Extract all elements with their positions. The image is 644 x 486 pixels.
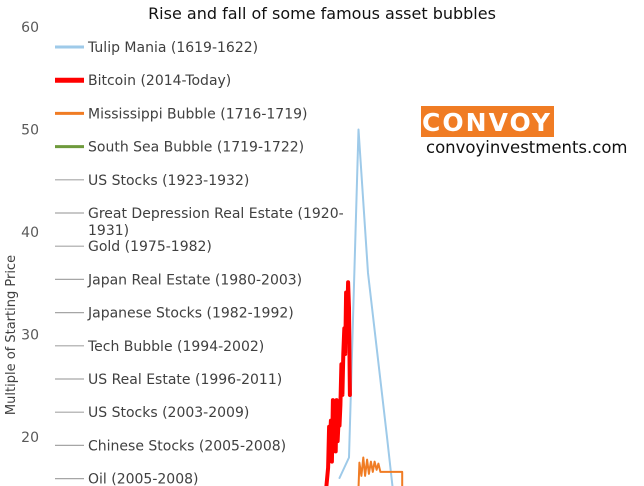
brand-url: convoyinvestments.com	[426, 138, 628, 157]
legend-label: Tulip Mania (1619-1622)	[87, 40, 258, 56]
brand-name: CONVOY	[422, 108, 552, 137]
series-layer	[324, 128, 404, 486]
legend-label: US Real Estate (1996-2011)	[88, 372, 282, 388]
legend-label: Great Depression Real Estate (1920-1931)	[88, 206, 344, 239]
y-tick-label: 60	[21, 20, 39, 36]
legend-label: Japan Real Estate (1980-2003)	[87, 272, 302, 288]
legend: Tulip Mania (1619-1622) Bitcoin (2014-Tod…	[55, 40, 344, 486]
legend-label: US Stocks (1923-1932)	[88, 173, 249, 189]
y-tick-label: 20	[21, 430, 39, 446]
y-tick-label: 40	[21, 225, 39, 241]
y-axis-ticks: 20 30 40 50 60	[21, 20, 39, 446]
legend-label: US Stocks (2003-2009)	[88, 405, 249, 421]
series-line-0	[338, 128, 394, 486]
legend-label: Oil (2005-2008)	[88, 472, 198, 486]
brand-logo-box	[421, 106, 554, 137]
y-axis-label: Multiple of Starting Price	[4, 255, 19, 415]
legend-label: Japanese Stocks (1982-1992)	[87, 306, 294, 322]
legend-label: Tech Bubble (1994-2002)	[87, 339, 264, 355]
y-tick-label: 50	[21, 123, 39, 139]
series-line-2	[357, 456, 404, 486]
y-tick-label: 30	[21, 328, 39, 344]
legend-label: Bitcoin (2014-Today)	[88, 73, 231, 89]
chart-title: Rise and fall of some famous asset bubbl…	[148, 4, 496, 23]
legend-label: Chinese Stocks (2005-2008)	[88, 438, 286, 454]
brand-logo: CONVOY convoyinvestments.com	[421, 106, 628, 157]
legend-label: Mississippi Bubble (1716-1719)	[88, 106, 307, 122]
series-line-1	[324, 280, 352, 486]
legend-label: South Sea Bubble (1719-1722)	[88, 140, 304, 156]
legend-label: Gold (1975-1982)	[88, 239, 212, 255]
